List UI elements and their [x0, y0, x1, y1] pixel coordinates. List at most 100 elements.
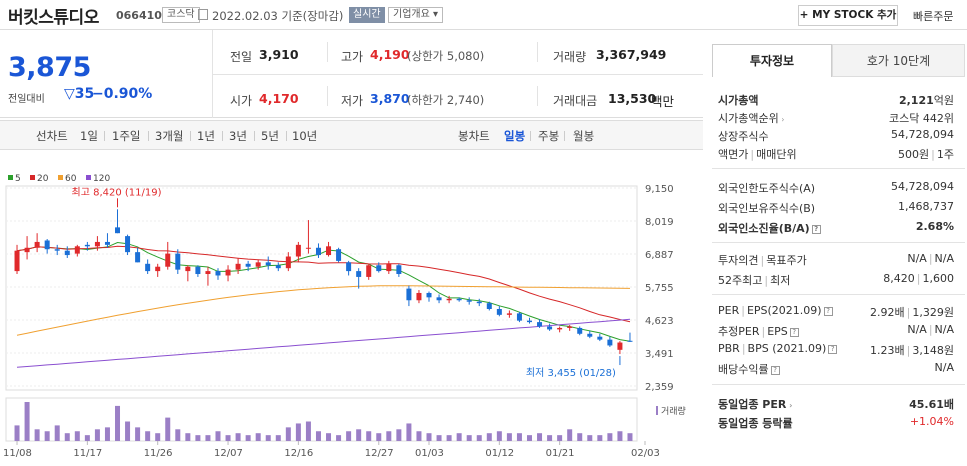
- y-tick-label: 8,019: [645, 217, 674, 228]
- candle-body: [456, 298, 462, 301]
- volume-legend-swatch: [656, 406, 658, 415]
- candle-monthly[interactable]: 월봉: [573, 129, 595, 143]
- info-row-pbr: PBR | BPS (2021.09)? 1.23배 | 3,148원: [718, 342, 954, 357]
- volume-bar: [34, 429, 40, 441]
- tab-hoga[interactable]: 호가 10단계: [832, 44, 965, 77]
- add-mystock-button[interactable]: + MY STOCK 추가: [798, 5, 898, 26]
- info-row-dividend: 배당수익률? N/A: [718, 361, 954, 376]
- y-tick-label: 6,887: [645, 250, 674, 261]
- company-overview-button[interactable]: 기업개요 ▾: [388, 7, 444, 23]
- help-icon[interactable]: ?: [811, 225, 821, 234]
- info-row-foreign-hold: 외국인보유주식수(B) 1,468,737: [718, 200, 954, 215]
- info-row-industry-per: 동일업종 PER › 45.61배: [718, 398, 954, 411]
- candle-body: [577, 327, 583, 334]
- volume-bar: [84, 435, 90, 441]
- info-row-est-per: 추정PER | EPS? N/A | N/A: [718, 323, 954, 338]
- volume-bar: [456, 433, 462, 441]
- candle-body: [426, 292, 432, 298]
- y-tick-label: 4,623: [645, 316, 674, 327]
- candle-body: [547, 326, 553, 330]
- candle-body: [516, 313, 522, 321]
- ma-line-5: [16, 241, 631, 342]
- stock-header: 버킷스튜디오 066410 코스닥 2022.02.03 기준(장마감) 실시간…: [0, 0, 967, 30]
- volume-bar: [315, 431, 321, 441]
- volume-bar: [24, 402, 30, 441]
- volume-bar: [94, 429, 100, 441]
- volume-legend-label: 거래량: [661, 405, 686, 417]
- help-icon[interactable]: ?: [770, 366, 780, 375]
- help-icon[interactable]: ?: [823, 307, 833, 316]
- quick-order-button[interactable]: 빠른주문: [913, 10, 954, 23]
- legend-swatch-60: [58, 175, 63, 180]
- chevron-down-icon: ▾: [433, 9, 439, 20]
- candle-body: [14, 250, 20, 272]
- info-row-industry-rate: 동일업종 등락률 +1.04%: [718, 415, 954, 430]
- candle-body: [185, 266, 191, 272]
- x-tick-label: 12/07: [214, 448, 243, 459]
- y-tick-label: 5,755: [645, 283, 674, 294]
- info-row-par: 액면가 | 매매단위 500원 | 1주: [718, 148, 954, 161]
- down-triangle-icon: ▽: [64, 86, 75, 102]
- moving-averages: [16, 241, 631, 368]
- candle-daily[interactable]: 일봉: [504, 129, 526, 143]
- period-3y[interactable]: 3년: [229, 129, 247, 143]
- legend-swatch-20: [30, 175, 35, 180]
- candle-body: [155, 266, 161, 272]
- period-5y[interactable]: 5년: [261, 129, 279, 143]
- candle-body: [396, 265, 402, 275]
- divider: [212, 30, 213, 118]
- investment-info-panel: 투자정보 호가 10단계 시가총액 2,121억원 시가총액순위 › 코스닥 4…: [712, 44, 965, 463]
- divider: [712, 294, 965, 295]
- candle-body: [567, 326, 573, 328]
- help-icon[interactable]: ?: [828, 345, 838, 354]
- divider: [104, 131, 105, 141]
- volume-bar: [104, 427, 110, 441]
- candle-body: [627, 340, 633, 342]
- candle-body: [34, 241, 40, 248]
- candle-body: [285, 256, 291, 269]
- candlestick-chart: 5 20 60 120 9,150 8,019 6,887 5,755 4,623 3,491 2…: [3, 174, 686, 459]
- market-badge: 코스닥: [162, 7, 200, 23]
- help-icon[interactable]: ?: [789, 328, 799, 337]
- stock-name: 버킷스튜디오: [8, 8, 99, 28]
- candle-weekly[interactable]: 주봉: [538, 129, 560, 143]
- volume-bar: [396, 429, 402, 441]
- volume-label: 거래량: [553, 50, 587, 64]
- high-label: 고가: [341, 50, 364, 64]
- realtime-button[interactable]: 실시간: [349, 7, 385, 23]
- candle-body: [115, 227, 121, 234]
- candle-body: [416, 292, 422, 301]
- divider: [530, 131, 531, 141]
- volume-bar: [245, 435, 251, 441]
- info-row-foreign-limit: 외국인한도주식수(A) 54,728,094: [718, 180, 954, 195]
- period-selector: 선차트 1일 1주일 3개월 1년 3년 5년 10년 봉차트 일봉 주봉 월봉: [0, 120, 703, 150]
- candle-body: [486, 303, 492, 309]
- volume-bars: 거래량: [5, 397, 686, 442]
- volume-bar: [145, 431, 151, 441]
- period-1d[interactable]: 1일: [80, 129, 98, 143]
- ma-line-60: [16, 285, 631, 336]
- divider: [712, 168, 965, 169]
- tab-invest-info[interactable]: 투자정보: [712, 44, 832, 77]
- lower-limit: (하한가 2,740): [407, 93, 485, 107]
- period-10y[interactable]: 10년: [292, 129, 318, 143]
- info-row-rank: 시가총액순위 › 코스닥 442위: [718, 112, 954, 125]
- divider: [712, 384, 965, 385]
- volume-bar: [466, 435, 472, 441]
- candle-body: [24, 247, 30, 253]
- y-tick-label: 2,359: [645, 382, 674, 393]
- legend-label-5: 5: [15, 174, 21, 184]
- low-annotation: 최저 3,455 (01/28): [526, 367, 616, 379]
- candle-body: [74, 246, 80, 254]
- volume-bar: [54, 425, 60, 441]
- calendar-icon: [198, 9, 208, 20]
- candle-body: [255, 262, 261, 267]
- period-1w[interactable]: 1주일: [112, 129, 141, 143]
- candle-body: [94, 241, 100, 247]
- period-3m[interactable]: 3개월: [155, 129, 184, 143]
- candle-body: [215, 271, 221, 276]
- candle-body: [376, 265, 382, 272]
- x-tick-label: 01/12: [485, 448, 514, 459]
- volume-bar: [406, 423, 412, 441]
- period-1y[interactable]: 1년: [197, 129, 215, 143]
